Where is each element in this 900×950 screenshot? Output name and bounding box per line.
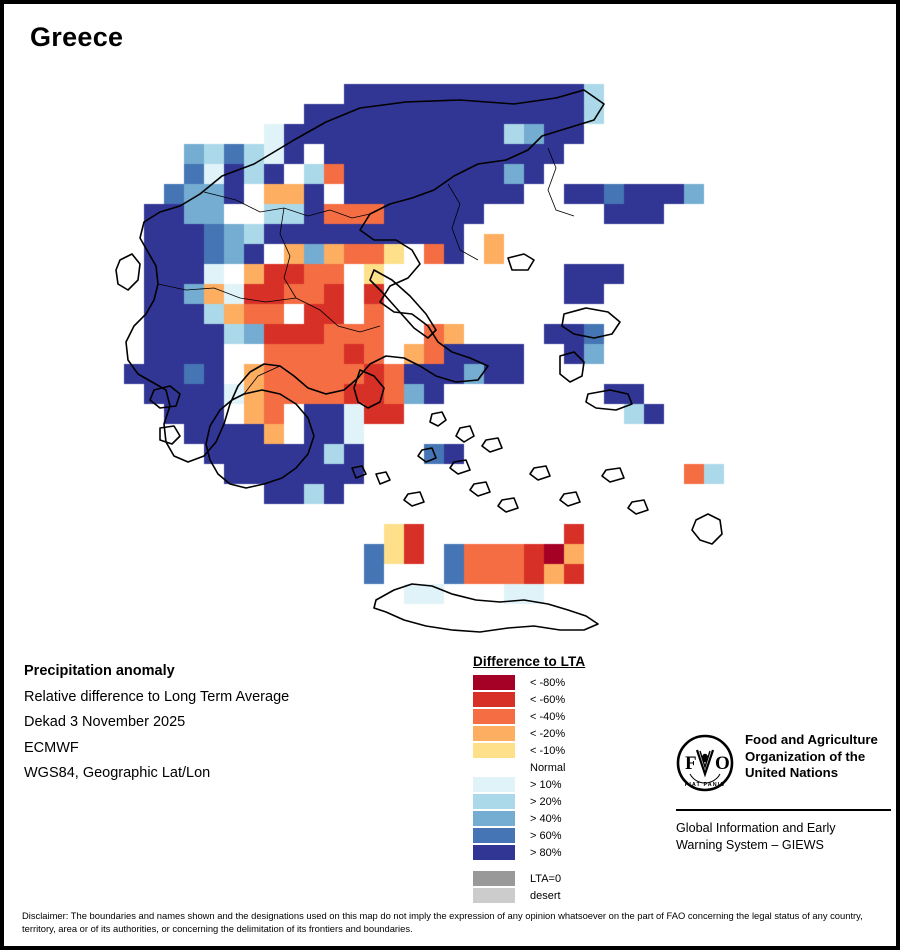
fao-divider [676, 809, 891, 811]
coastline-overlay [115, 89, 723, 633]
fao-org-line-3: United Nations [745, 765, 839, 780]
caption-line-title: Precipitation anomaly [24, 663, 175, 679]
legend-item-row: > 20% [473, 793, 643, 810]
legend-item-row: > 60% [473, 827, 643, 844]
caption-block: Precipitation anomaly Relative differenc… [24, 659, 444, 787]
legend-extra-row: LTA=0 [473, 870, 643, 887]
legend-extra-row: desert [473, 887, 643, 904]
legend-item-swatch [473, 777, 515, 792]
legend-item-swatch [473, 811, 515, 826]
map-area[interactable] [8, 64, 900, 634]
legend-item-row: < -80% [473, 674, 643, 691]
legend-item-row: < -60% [473, 691, 643, 708]
legend-extra-label: desert [530, 889, 561, 902]
caption-line-period: Dekad 3 November 2025 [24, 714, 186, 730]
legend-item-swatch [473, 726, 515, 741]
legend-item-row: < -10% [473, 742, 643, 759]
page-title: Greece [30, 22, 124, 52]
legend-item-row: < -40% [473, 708, 643, 725]
legend-item-label: > 80% [530, 846, 562, 859]
legend-item-swatch [473, 794, 515, 809]
legend-extra-items: LTA=0 desert [473, 870, 643, 904]
legend-item-label: > 10% [530, 778, 562, 791]
legend-title: Difference to LTA [473, 654, 586, 669]
legend-item-swatch [473, 709, 515, 724]
legend-item-row: > 10% [473, 776, 643, 793]
caption-line-projection: WGS84, Geographic Lat/Lon [24, 765, 211, 781]
fao-org-line-1: Food and Agriculture [745, 732, 878, 747]
legend-item-swatch [473, 675, 515, 690]
legend-item-swatch [473, 692, 515, 707]
legend-item-label: < -40% [530, 710, 566, 723]
legend-item-row: > 40% [473, 810, 643, 827]
legend-item-row: Normal [473, 759, 643, 776]
caption-line-source: ECMWF [24, 739, 79, 756]
svg-text:F: F [685, 753, 697, 774]
svg-text:O: O [715, 753, 730, 774]
legend-items: < -80% < -60% < -40% < -20% < -10% Normal > 10… [473, 674, 643, 861]
giews-line-1: Global Information and Early [676, 821, 836, 835]
giews-line-2: Warning System – GIEWS [676, 838, 824, 852]
legend-item-label: < -20% [530, 727, 566, 740]
legend-item-swatch [473, 760, 515, 775]
precipitation-anomaly-raster [8, 64, 900, 634]
legend-spacer [473, 861, 643, 870]
legend-item-row: > 80% [473, 844, 643, 861]
legend-item-swatch [473, 845, 515, 860]
legend-item-label: > 60% [530, 829, 562, 842]
legend-item-row: < -20% [473, 725, 643, 742]
legend-extra-swatch [473, 888, 515, 903]
legend-item-label: > 20% [530, 795, 562, 808]
legend: Difference to LTA < -80% < -60% < -40% < -2… [473, 654, 643, 904]
fao-logo-motto: FIAT PANIS [685, 782, 725, 788]
disclaimer-text: Disclaimer: The boundaries and names sho… [22, 910, 863, 934]
legend-item-label: < -80% [530, 676, 566, 689]
legend-extra-swatch [473, 871, 515, 886]
legend-extra-label: LTA=0 [530, 872, 562, 885]
giews-program-name: Global Information and Early Warning Sys… [676, 820, 891, 854]
legend-item-swatch [473, 828, 515, 843]
caption-line-subtitle: Relative difference to Long Term Average [24, 688, 290, 705]
legend-item-label: < -60% [530, 693, 566, 706]
fao-organization-name: Food and Agriculture Organization of the… [745, 732, 878, 782]
fao-logo-icon: F O FIAT PANIS [676, 734, 734, 797]
legend-item-label: > 40% [530, 812, 562, 825]
fao-org-line-2: Organization of the [745, 748, 866, 764]
legend-item-label: Normal [530, 761, 566, 774]
legend-item-label: < -10% [530, 744, 566, 757]
fao-block: F O FIAT PANIS Food and Agriculture Orga… [676, 732, 891, 854]
legend-item-swatch [473, 743, 515, 758]
